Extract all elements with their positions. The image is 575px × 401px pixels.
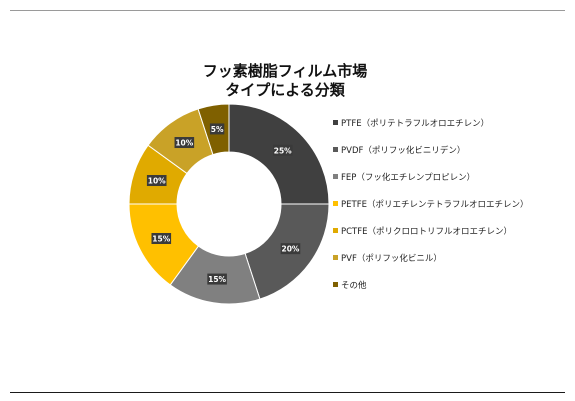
data-label-text-3: 15%	[152, 235, 170, 244]
bottom-border-line	[10, 392, 565, 393]
data-label-box-1	[280, 243, 301, 255]
legend-item-5: PVF（ポリフッ化ビニル）	[333, 252, 528, 279]
chart-title: フッ素樹脂フィルム市場 タイプによる分類	[150, 62, 420, 100]
legend-label-0: PTFE（ポリテトラフルオロエチレン）	[341, 119, 490, 129]
legend-swatch-4	[333, 228, 338, 233]
top-border-line	[10, 10, 565, 11]
data-label-1: 20%	[280, 243, 301, 255]
chart-legend: PTFE（ポリテトラフルオロエチレン） PVDF（ポリフッ化ビニリデン） FEP（フ…	[333, 117, 528, 306]
data-label-text-5: 10%	[175, 139, 193, 148]
chart-title-line-1: フッ素樹脂フィルム市場	[202, 62, 368, 80]
legend-swatch-5	[333, 255, 338, 260]
data-label-text-6: 5%	[211, 125, 224, 134]
legend-label-4: PCTFE（ポリクロロトリフルオロエチレン）	[341, 227, 513, 237]
legend-label-2: FEP（フッ化エチレンプロピレン）	[341, 173, 476, 183]
legend-label-5: PVF（ポリフッ化ビニル）	[341, 254, 442, 264]
data-label-5: 10%	[174, 137, 195, 149]
legend-swatch-3	[333, 201, 338, 206]
data-label-box-0	[272, 144, 293, 156]
data-label-text-0: 25%	[274, 146, 292, 155]
legend-item-3: PETFE（ポリエチレンテトラフルオロエチレン）	[333, 198, 528, 225]
chart-title-line-2: タイプによる分類	[225, 81, 345, 99]
data-label-box-2	[207, 273, 227, 285]
legend-swatch-6	[333, 282, 338, 287]
data-label-box-6	[209, 123, 225, 135]
data-label-box-3	[151, 233, 172, 245]
data-label-text-4: 10%	[148, 177, 166, 186]
legend-swatch-2	[333, 174, 338, 179]
data-label-box-5	[174, 137, 195, 149]
data-label-0: 25%	[272, 144, 293, 156]
data-label-4: 10%	[146, 175, 167, 187]
data-label-box-4	[146, 175, 167, 187]
data-label-text-2: 15%	[208, 275, 226, 284]
legend-label-6: その他	[341, 281, 367, 291]
legend-item-1: PVDF（ポリフッ化ビニリデン）	[333, 144, 528, 171]
legend-item-0: PTFE（ポリテトラフルオロエチレン）	[333, 117, 528, 144]
legend-item-6: その他	[333, 279, 528, 306]
legend-label-1: PVDF（ポリフッ化ビニリデン）	[341, 146, 466, 156]
data-label-2: 15%	[207, 273, 227, 285]
legend-item-4: PCTFE（ポリクロロトリフルオロエチレン）	[333, 225, 528, 252]
data-label-6: 5%	[209, 123, 225, 135]
legend-item-2: FEP（フッ化エチレンプロピレン）	[333, 171, 528, 198]
legend-label-3: PETFE（ポリエチレンテトラフルオロエチレン）	[341, 200, 529, 210]
data-label-text-1: 20%	[282, 245, 300, 254]
legend-swatch-1	[333, 147, 338, 152]
legend-swatch-0	[333, 120, 338, 125]
data-label-3: 15%	[151, 233, 172, 245]
